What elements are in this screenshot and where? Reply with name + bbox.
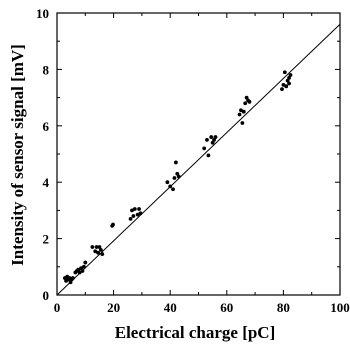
fit-line [56, 23, 341, 296]
data-point [212, 138, 216, 142]
data-point [281, 83, 286, 87]
data-point [176, 174, 181, 179]
data-point [96, 250, 100, 255]
data-point [83, 260, 88, 265]
x-axis-title: Electrical charge [pC] [115, 323, 276, 342]
data-point [93, 249, 98, 254]
data-point [173, 160, 178, 165]
tick-labels: 0 20 40 60 80 100 0 2 4 6 8 10 [36, 6, 350, 315]
data-point [205, 138, 209, 142]
fit-line-group [56, 23, 341, 296]
data-point [239, 108, 243, 113]
data-point [97, 245, 102, 249]
ticks-group [56, 12, 341, 296]
data-point [80, 269, 85, 273]
data-point [237, 112, 242, 117]
data-point [202, 146, 207, 151]
data-point [130, 208, 134, 213]
data-point [165, 180, 170, 185]
data-point [240, 121, 245, 125]
data-point [111, 222, 115, 227]
data-point [284, 84, 289, 89]
data-point [138, 211, 143, 216]
x-tick-label: 20 [107, 300, 120, 315]
y-tick-label: 2 [43, 232, 50, 247]
data-point [128, 216, 133, 221]
data-point [243, 101, 248, 106]
data-point [131, 214, 136, 218]
data-point [100, 252, 105, 257]
data-point [247, 99, 252, 104]
x-tick-label: 80 [277, 300, 290, 315]
data-point [77, 270, 82, 275]
data-point [175, 171, 180, 176]
data-point [135, 212, 140, 217]
x-tick-label: 40 [164, 300, 177, 315]
y-tick-label: 6 [43, 119, 50, 134]
data-point [172, 176, 177, 180]
data-point [98, 247, 103, 252]
data-point [132, 207, 137, 211]
x-tick-label: 60 [220, 300, 233, 315]
data-point [79, 266, 83, 271]
y-tick-label: 10 [36, 6, 49, 21]
data-point [241, 109, 246, 114]
data-point [287, 75, 291, 80]
data-points [63, 70, 293, 285]
data-point [213, 135, 218, 139]
y-tick-label: 8 [43, 62, 50, 77]
data-point [76, 267, 81, 272]
y-axis-title: Intensity of sensor signal [mV] [8, 44, 27, 266]
data-point [168, 184, 173, 189]
data-point [285, 78, 290, 83]
data-point [244, 95, 249, 100]
data-point [90, 245, 95, 249]
data-point [81, 264, 86, 269]
data-point [206, 153, 211, 158]
data-point [280, 87, 284, 92]
data-point [94, 245, 99, 249]
data-point [137, 207, 141, 211]
data-point [70, 276, 75, 280]
data-point [287, 81, 291, 86]
y-tick-label: 0 [43, 288, 50, 303]
x-tick-label: 100 [330, 300, 350, 315]
data-point [209, 135, 214, 139]
data-point [171, 187, 175, 192]
data-point [282, 70, 287, 75]
y-tick-label: 4 [43, 175, 50, 190]
data-point [288, 73, 293, 77]
data-point [210, 140, 215, 145]
x-tick-label: 0 [54, 300, 61, 315]
